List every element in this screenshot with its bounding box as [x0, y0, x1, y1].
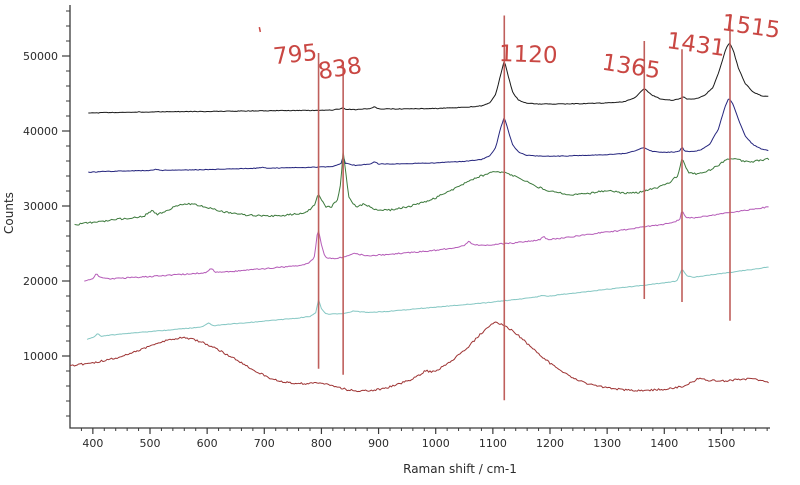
y-tick-label: 40000: [23, 125, 58, 138]
spectrum-cyan: [86, 266, 769, 340]
x-tick-label: 800: [311, 437, 332, 450]
stray-pen-mark: ': [256, 24, 265, 46]
spectrum-magenta: [84, 206, 769, 282]
x-tick-label: 900: [368, 437, 389, 450]
x-tick-label: 500: [140, 437, 161, 450]
peak-label-838: 838: [316, 53, 363, 86]
spectrum-blue: [88, 98, 769, 173]
spectrum-black: [88, 42, 769, 114]
y-tick-label: 30000: [23, 200, 58, 213]
y-tick-label: 50000: [23, 50, 58, 63]
axes-frame: [69, 5, 770, 429]
peak-label-1120: 1120: [499, 41, 558, 69]
peak-label-795: 795: [272, 40, 318, 70]
x-tick-label: 1300: [593, 437, 621, 450]
x-tick-label: 600: [197, 437, 218, 450]
spectrum-dark-red: [69, 321, 769, 393]
x-tick-label: 1200: [536, 437, 564, 450]
x-tick-label: 1000: [422, 437, 450, 450]
x-tick-label: 700: [254, 437, 275, 450]
y-axis-title: Counts: [2, 192, 16, 234]
peak-label-1431: 1431: [665, 28, 727, 62]
x-axis-title: Raman shift / cm-1: [403, 462, 517, 476]
x-tick-label: 400: [82, 437, 103, 450]
y-tick-label: 20000: [23, 275, 58, 288]
x-tick-label: 1400: [650, 437, 678, 450]
x-tick-label: 1100: [479, 437, 507, 450]
x-tick-label: 1500: [707, 437, 735, 450]
peak-label-1365: 1365: [600, 50, 662, 85]
y-tick-label: 10000: [23, 350, 58, 363]
spectrum-green: [74, 150, 770, 226]
